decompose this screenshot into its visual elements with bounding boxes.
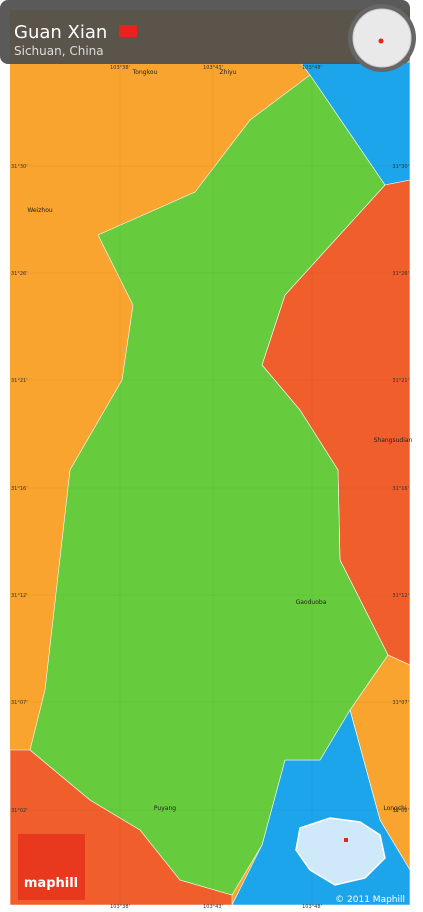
header: Guan Xian Sichuan, China [0,0,416,72]
longitude-label: 103°43' [203,65,223,71]
logo: maphill [24,876,78,891]
place-label: Tongkou [132,69,158,76]
title: Guan Xian [14,22,107,43]
globe [352,8,412,68]
latitude-label: 31°07' [11,700,28,706]
latitude-label: 31°07' [392,700,409,706]
latitude-label: 31°30' [11,164,28,170]
place-label: Longchi [383,805,407,812]
subtitle: Sichuan, China [14,44,104,58]
longitude-label: 103°43' [203,904,223,910]
place-label: Shangsudian [374,437,413,444]
region-guan-xian [29,74,389,896]
latitude-label: 31°12' [11,593,28,599]
latitude-label: 31°21' [11,378,28,384]
latitude-label: 31°12' [392,593,409,599]
latitude-label: 31°26' [11,271,28,277]
place-label: Zhiyu [220,69,237,76]
copyright: © 2011 Maphill [335,895,405,905]
latitude-label: 31°26' [392,271,409,277]
header-background [0,0,410,64]
latitude-labels: 31°30' 31°26' 31°21' 31°16' 31°12' 31°07… [11,164,409,814]
latitude-label: 31°02' [11,808,28,814]
logo-box [18,834,85,900]
latitude-label: 31°16' [392,486,409,492]
flag [119,25,137,37]
longitude-label: 103°48' [302,65,322,71]
place-label: Puyang [154,805,176,812]
longitude-label: 103°48' [302,904,322,910]
place-label: Gaoduoba [296,599,327,606]
latitude-label: 31°21' [392,378,409,384]
globe-marker [378,38,384,44]
longitude-label: 103°38' [110,65,130,71]
longitude-label: 103°38' [110,904,130,910]
latitude-label: 31°02' [392,808,409,814]
latitude-label: 31°16' [11,486,28,492]
inset-marker [344,838,348,842]
place-label: Weizhou [27,207,53,214]
inset-province [295,817,386,886]
latitude-label: 31°30' [392,164,409,170]
